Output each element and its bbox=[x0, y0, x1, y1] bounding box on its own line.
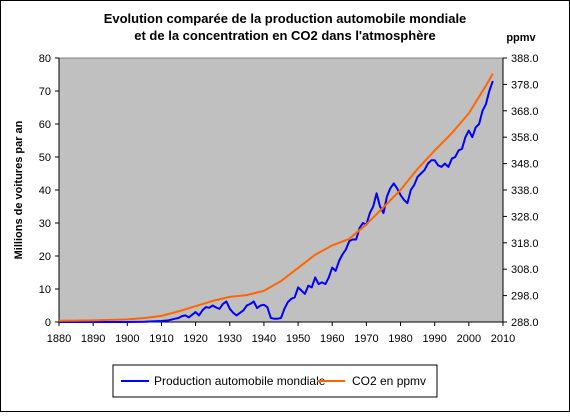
y2-tick-label: 298.0 bbox=[511, 291, 539, 303]
series-line-co2 bbox=[58, 73, 494, 322]
x-tick-label: 1930 bbox=[218, 333, 242, 345]
y-tick-label: 40 bbox=[39, 185, 51, 197]
y2-tick-label: 338.0 bbox=[511, 185, 539, 197]
y-tick-label: 10 bbox=[39, 284, 51, 296]
chart-title-line-1: Evolution comparée de la production auto… bbox=[104, 11, 467, 26]
legend-label-co2: CO2 en ppmv bbox=[352, 374, 426, 388]
y2-tick-label: 358.0 bbox=[511, 132, 539, 144]
y2-tick-label: 328.0 bbox=[511, 211, 539, 223]
y2-tick-label: 348.0 bbox=[511, 159, 539, 171]
y-tick-label: 30 bbox=[39, 218, 51, 230]
y-tick-label: 0 bbox=[45, 317, 51, 329]
y-tick-label: 60 bbox=[39, 119, 51, 131]
y-tick-label: 70 bbox=[39, 86, 51, 98]
series-line-production bbox=[59, 80, 494, 323]
y2-tick-label: 378.0 bbox=[511, 79, 539, 91]
y2-tick-label: 288.0 bbox=[511, 317, 539, 329]
x-tick-label: 1980 bbox=[388, 333, 412, 345]
y-axis-label: Millions de voitures par an bbox=[13, 120, 25, 259]
plot-area bbox=[58, 57, 504, 323]
y-tick-label: 80 bbox=[39, 53, 51, 65]
x-tick-label: 1910 bbox=[149, 333, 173, 345]
x-tick-label: 1990 bbox=[422, 333, 446, 345]
y2-tick-label: 368.0 bbox=[511, 106, 539, 118]
x-tick-label: 1920 bbox=[183, 333, 207, 345]
y-tick-label: 50 bbox=[39, 152, 51, 164]
x-tick-label: 1960 bbox=[320, 333, 344, 345]
legend-label-production: Production automobile mondiale bbox=[154, 374, 326, 388]
chart-title-line-2: et de la concentration en CO2 dans l'atm… bbox=[134, 28, 435, 43]
y2-axis-label: ppmv bbox=[506, 32, 536, 44]
y-tick-label: 20 bbox=[39, 251, 51, 263]
x-tick-label: 2010 bbox=[491, 333, 515, 345]
y2-tick-label: 308.0 bbox=[511, 264, 539, 276]
x-tick-label: 1900 bbox=[115, 333, 139, 345]
y2-tick-label: 318.0 bbox=[511, 238, 539, 250]
x-tick-label: 1890 bbox=[81, 333, 105, 345]
x-tick-label: 1940 bbox=[252, 333, 276, 345]
legend-box bbox=[112, 364, 438, 398]
y2-tick-label: 388.0 bbox=[511, 53, 539, 65]
x-tick-label: 1950 bbox=[286, 333, 310, 345]
x-tick-label: 1970 bbox=[354, 333, 378, 345]
x-tick-label: 2000 bbox=[457, 333, 481, 345]
x-tick-label: 1880 bbox=[47, 333, 71, 345]
